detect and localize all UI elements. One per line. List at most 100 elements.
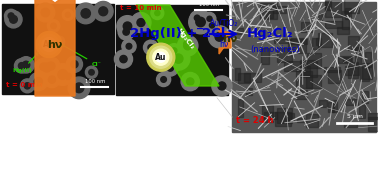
Polygon shape <box>219 26 231 54</box>
Text: Au: Au <box>43 40 55 49</box>
Circle shape <box>18 57 34 73</box>
Bar <box>325 21 342 28</box>
Circle shape <box>34 77 42 86</box>
Bar <box>342 11 349 29</box>
Circle shape <box>5 11 22 28</box>
Circle shape <box>75 3 96 24</box>
Circle shape <box>190 11 204 25</box>
Circle shape <box>99 7 108 16</box>
Circle shape <box>180 37 192 50</box>
Circle shape <box>42 57 60 75</box>
Circle shape <box>218 82 226 90</box>
Circle shape <box>19 63 25 69</box>
Circle shape <box>54 36 65 47</box>
Bar <box>288 39 306 53</box>
Text: 100 nm: 100 nm <box>199 2 219 7</box>
Bar <box>355 47 361 64</box>
Circle shape <box>161 77 166 82</box>
Circle shape <box>74 83 84 93</box>
Bar <box>274 39 291 43</box>
Bar <box>273 6 286 13</box>
Circle shape <box>137 19 145 26</box>
Text: Hg(II): Hg(II) <box>12 53 38 73</box>
Circle shape <box>162 60 178 76</box>
Bar <box>337 27 349 34</box>
Bar <box>238 99 243 117</box>
Circle shape <box>207 16 212 21</box>
Circle shape <box>122 39 136 53</box>
Circle shape <box>81 9 90 18</box>
Bar <box>302 66 310 75</box>
Circle shape <box>66 56 82 72</box>
Circle shape <box>196 17 205 27</box>
Circle shape <box>181 72 199 91</box>
Circle shape <box>155 11 160 16</box>
Bar <box>301 22 312 32</box>
Circle shape <box>123 22 132 30</box>
Circle shape <box>8 13 14 19</box>
Bar <box>342 57 351 62</box>
Circle shape <box>148 45 154 50</box>
Circle shape <box>147 43 175 71</box>
Circle shape <box>65 12 70 17</box>
Bar <box>338 56 352 64</box>
Bar <box>316 14 322 21</box>
Text: hν: hν <box>219 40 229 49</box>
Circle shape <box>144 40 158 55</box>
Circle shape <box>29 73 47 91</box>
Circle shape <box>36 3 55 22</box>
Circle shape <box>65 74 71 80</box>
Circle shape <box>120 55 127 63</box>
Bar <box>235 68 240 80</box>
Circle shape <box>187 78 194 85</box>
Text: Au: Au <box>155 53 166 62</box>
Circle shape <box>52 64 74 85</box>
Circle shape <box>68 77 90 99</box>
Bar <box>345 99 358 105</box>
Text: 2Hg(II) + 2Cl: 2Hg(II) + 2Cl <box>130 28 225 40</box>
Bar <box>288 113 294 120</box>
Bar <box>312 38 319 49</box>
Polygon shape <box>20 0 90 96</box>
Bar <box>300 60 317 77</box>
Circle shape <box>14 59 29 73</box>
Circle shape <box>45 40 53 49</box>
Circle shape <box>93 2 113 21</box>
Circle shape <box>151 7 164 19</box>
Bar <box>348 36 359 50</box>
Bar <box>368 113 378 119</box>
Text: Hg₂Cl₂: Hg₂Cl₂ <box>247 26 294 40</box>
Bar <box>232 2 376 132</box>
Circle shape <box>41 8 50 17</box>
Bar <box>275 112 291 126</box>
Bar <box>244 73 261 82</box>
Bar <box>316 38 321 45</box>
Circle shape <box>24 83 31 89</box>
Circle shape <box>9 15 17 23</box>
Text: t = 10 min: t = 10 min <box>120 5 161 11</box>
Bar <box>277 108 291 122</box>
Circle shape <box>44 72 60 88</box>
Circle shape <box>62 71 74 83</box>
Bar <box>266 9 273 19</box>
Bar <box>306 114 318 127</box>
Circle shape <box>215 32 224 41</box>
Bar <box>359 105 365 118</box>
Circle shape <box>156 52 166 62</box>
Circle shape <box>47 62 55 70</box>
Bar <box>238 73 250 83</box>
Circle shape <box>47 20 60 32</box>
Circle shape <box>126 43 132 49</box>
Circle shape <box>42 37 56 51</box>
Circle shape <box>42 63 51 72</box>
Text: 5 μm: 5 μm <box>347 114 363 119</box>
Bar <box>296 90 307 99</box>
Text: Au/TiO₂: Au/TiO₂ <box>210 18 238 27</box>
Bar <box>264 112 277 119</box>
Bar <box>262 105 273 122</box>
Bar <box>333 100 338 112</box>
Bar <box>246 88 253 95</box>
Circle shape <box>71 61 78 68</box>
Bar <box>367 117 378 131</box>
Bar <box>344 123 357 127</box>
